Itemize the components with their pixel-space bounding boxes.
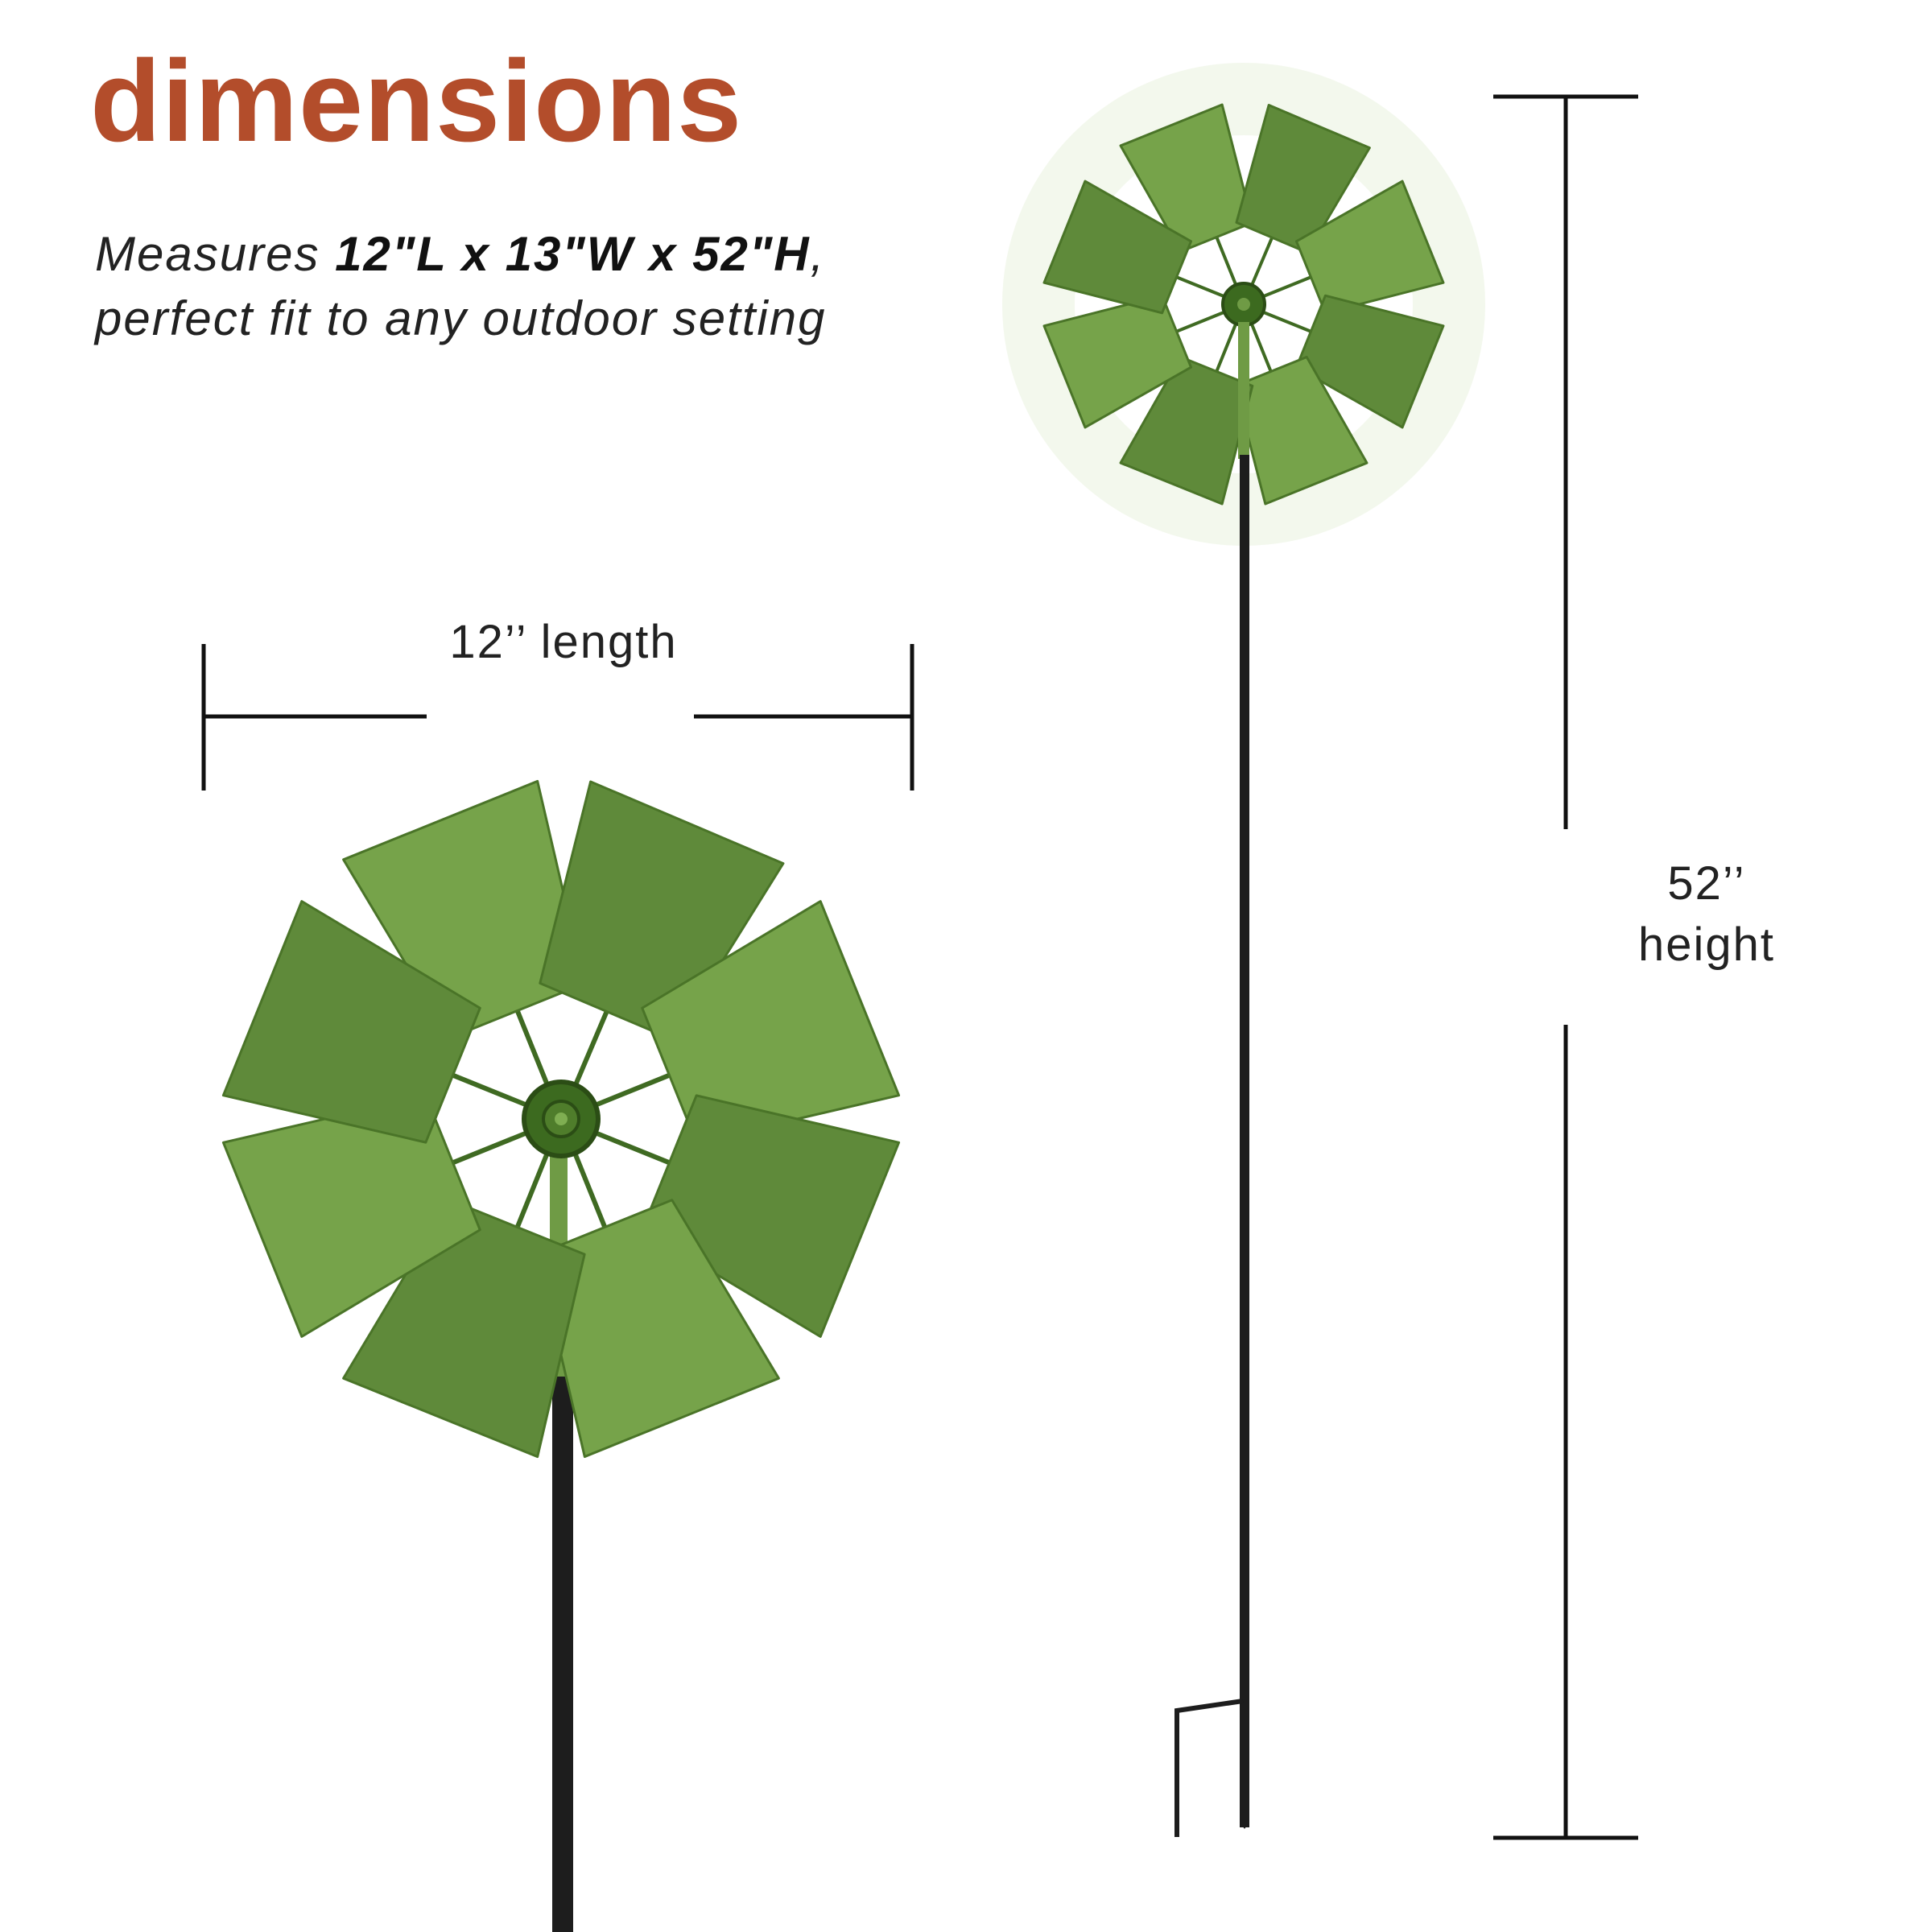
small-pole — [1240, 455, 1249, 1827]
full-spinner-image — [1002, 63, 1485, 1837]
small-pole-top — [1238, 322, 1249, 459]
blade — [536, 1199, 780, 1459]
length-label: 12’’ length — [449, 616, 678, 668]
blade — [1042, 180, 1193, 315]
blade — [539, 780, 785, 1042]
blade — [1233, 355, 1368, 506]
description-line2: perfect fit to any outdoor setting — [95, 291, 827, 345]
description-prefix: Measures — [95, 227, 336, 281]
length-dimension-line — [201, 644, 914, 791]
blade — [641, 1094, 901, 1338]
blade — [641, 900, 901, 1144]
blade — [221, 1094, 481, 1338]
blade — [1294, 180, 1445, 315]
description-comma: , — [810, 227, 826, 281]
measurements: 12"L x 13"W x 52"H — [335, 227, 811, 281]
height-word: height — [1637, 919, 1776, 971]
closeup-spinner-image — [221, 779, 901, 1932]
small-stake-foot — [1174, 1699, 1244, 1837]
closeup-pole — [552, 1377, 573, 1932]
blade — [1235, 104, 1371, 254]
blade — [1119, 355, 1254, 506]
page-title: dimensions — [90, 36, 743, 166]
big-blades — [221, 779, 901, 1459]
height-dimension-line — [1493, 94, 1638, 1840]
blade — [1042, 294, 1193, 429]
blade — [342, 779, 586, 1039]
height-label: 52’’ height — [1594, 853, 1819, 976]
blade — [1294, 294, 1445, 429]
description: Measures 12"L x 13"W x 52"H, perfect fit… — [95, 222, 827, 351]
blade — [342, 1199, 586, 1459]
blade — [221, 900, 481, 1144]
height-value: 52’’ — [1667, 857, 1746, 910]
small-blades — [1042, 103, 1445, 506]
blade — [1119, 103, 1254, 254]
